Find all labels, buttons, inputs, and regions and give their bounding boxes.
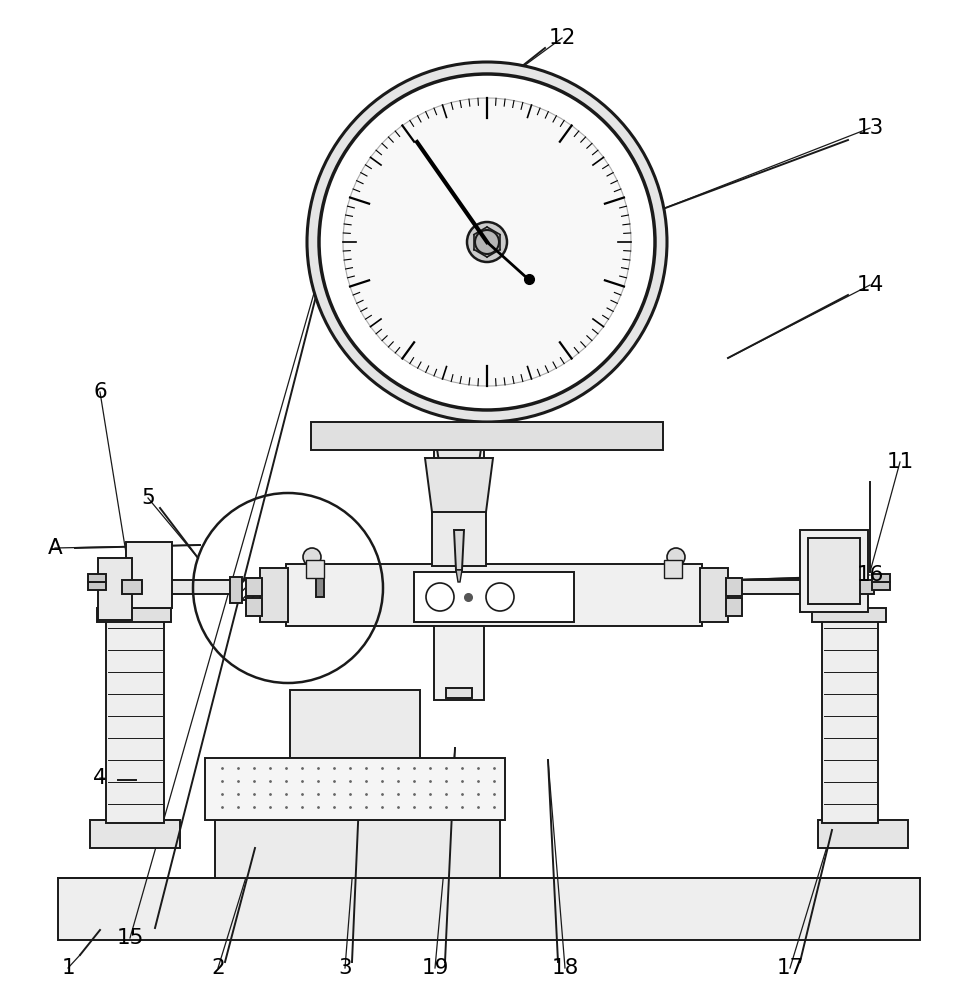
Bar: [700, 568, 727, 622]
Bar: [88, 582, 106, 590]
Bar: [811, 608, 885, 622]
Polygon shape: [446, 468, 472, 530]
Bar: [285, 564, 701, 626]
Text: 6: 6: [93, 382, 106, 402]
Text: 16: 16: [856, 565, 883, 585]
Circle shape: [475, 230, 498, 254]
Bar: [821, 618, 877, 823]
Bar: [88, 574, 106, 582]
Bar: [230, 577, 241, 603]
Text: 14: 14: [856, 275, 883, 295]
Bar: [290, 690, 419, 758]
Bar: [621, 580, 813, 594]
Text: 1: 1: [62, 958, 74, 978]
Polygon shape: [311, 422, 662, 450]
Bar: [354, 582, 363, 592]
Bar: [346, 576, 363, 582]
Bar: [246, 598, 262, 616]
Bar: [725, 578, 742, 596]
Circle shape: [307, 62, 666, 422]
Bar: [306, 560, 323, 578]
Bar: [663, 560, 681, 578]
Bar: [346, 590, 363, 596]
Text: 13: 13: [856, 118, 883, 138]
Text: 4: 4: [93, 768, 106, 788]
Bar: [140, 576, 164, 598]
Text: 19: 19: [421, 958, 448, 978]
Bar: [831, 576, 855, 598]
Text: 17: 17: [776, 958, 803, 978]
Bar: [122, 580, 142, 594]
Circle shape: [303, 548, 320, 566]
Bar: [205, 758, 504, 820]
Bar: [608, 582, 623, 592]
Bar: [319, 577, 338, 597]
Bar: [239, 580, 319, 600]
Polygon shape: [434, 430, 484, 468]
Text: A: A: [48, 538, 63, 558]
Bar: [90, 820, 180, 848]
Bar: [316, 577, 323, 597]
Bar: [126, 542, 172, 608]
Bar: [58, 878, 919, 940]
Bar: [799, 530, 868, 612]
Bar: [446, 688, 472, 698]
Circle shape: [486, 583, 514, 611]
Bar: [432, 510, 486, 566]
Bar: [106, 618, 164, 823]
Circle shape: [666, 548, 684, 566]
Bar: [725, 598, 742, 616]
Bar: [871, 582, 889, 590]
Bar: [413, 572, 573, 622]
Polygon shape: [425, 458, 492, 512]
Text: 18: 18: [551, 958, 578, 978]
Circle shape: [343, 98, 630, 386]
Bar: [817, 820, 907, 848]
Bar: [434, 430, 484, 700]
Text: 12: 12: [548, 28, 575, 48]
Bar: [260, 568, 287, 622]
Bar: [97, 608, 171, 622]
Bar: [599, 576, 617, 582]
Text: 2: 2: [211, 958, 225, 978]
Bar: [160, 580, 360, 594]
Polygon shape: [455, 570, 461, 582]
Bar: [98, 558, 132, 620]
Bar: [215, 820, 499, 878]
Bar: [853, 580, 873, 594]
Bar: [807, 538, 859, 604]
Circle shape: [426, 583, 453, 611]
Bar: [246, 578, 262, 596]
Bar: [599, 590, 617, 596]
Text: 11: 11: [885, 452, 913, 472]
Text: 5: 5: [141, 488, 154, 508]
Text: 3: 3: [338, 958, 352, 978]
Bar: [871, 574, 889, 582]
Polygon shape: [453, 530, 463, 570]
Circle shape: [467, 222, 506, 262]
Text: 15: 15: [116, 928, 144, 948]
Circle shape: [319, 74, 655, 410]
